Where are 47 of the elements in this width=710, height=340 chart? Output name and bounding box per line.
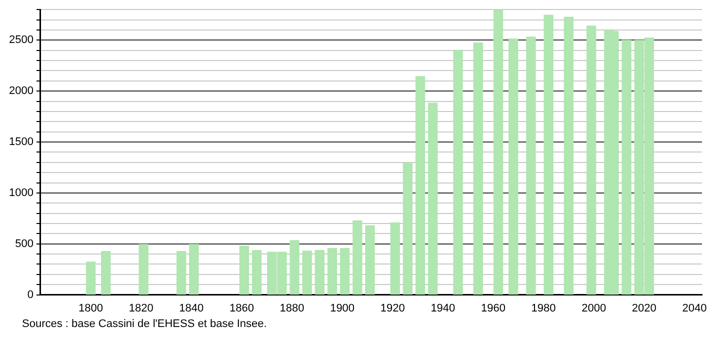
bar: [544, 14, 554, 295]
bar: [239, 246, 250, 295]
bar: [327, 248, 338, 295]
x-tick-label: 2040: [682, 302, 707, 314]
bar: [176, 250, 186, 295]
x-tick-label: 1960: [480, 302, 506, 314]
bar: [390, 222, 400, 295]
x-tick-label: 1840: [179, 302, 204, 314]
bar: [428, 102, 438, 295]
x-tick-label: 2020: [632, 302, 656, 314]
bar: [340, 248, 350, 295]
y-tick-label: 2000: [8, 85, 34, 98]
x-tick-label: 1800: [78, 302, 104, 314]
bar: [453, 50, 463, 295]
bar: [138, 244, 148, 295]
bar: [290, 240, 300, 295]
y-tick-label: 2500: [8, 34, 34, 46]
bar: [493, 10, 504, 295]
bar: [302, 250, 312, 295]
x-tick-label: 1860: [229, 302, 254, 314]
x-tick-label: 1920: [380, 302, 405, 314]
bar: [365, 225, 375, 295]
x-tick-label: 1880: [280, 302, 304, 314]
bar: [352, 220, 362, 295]
bar: [402, 162, 413, 295]
x-tick-label: 1940: [430, 302, 456, 314]
x-tick-label: 1900: [330, 302, 355, 314]
source-note: Sources : base Cassini de l'EHESS et base Insee.: [22, 318, 268, 330]
y-tick-label: 500: [15, 238, 34, 250]
bar: [101, 250, 111, 295]
bar: [526, 36, 536, 295]
bar: [86, 262, 96, 295]
bar: [415, 76, 426, 295]
bar: [622, 40, 632, 295]
y-tick-label: 1000: [8, 186, 34, 199]
x-tick-label: 2000: [582, 302, 606, 314]
bar: [508, 38, 518, 295]
x-tick-label: 1820: [128, 302, 154, 314]
bar: [564, 16, 574, 295]
x-tick-label: 1980: [531, 302, 556, 314]
y-tick-label: 1500: [8, 136, 34, 148]
bar: [252, 250, 262, 295]
bar: [473, 42, 483, 295]
bar: [586, 26, 596, 295]
y-tick-label: 0: [27, 288, 34, 301]
bar: [314, 250, 324, 295]
bar: [189, 244, 199, 295]
